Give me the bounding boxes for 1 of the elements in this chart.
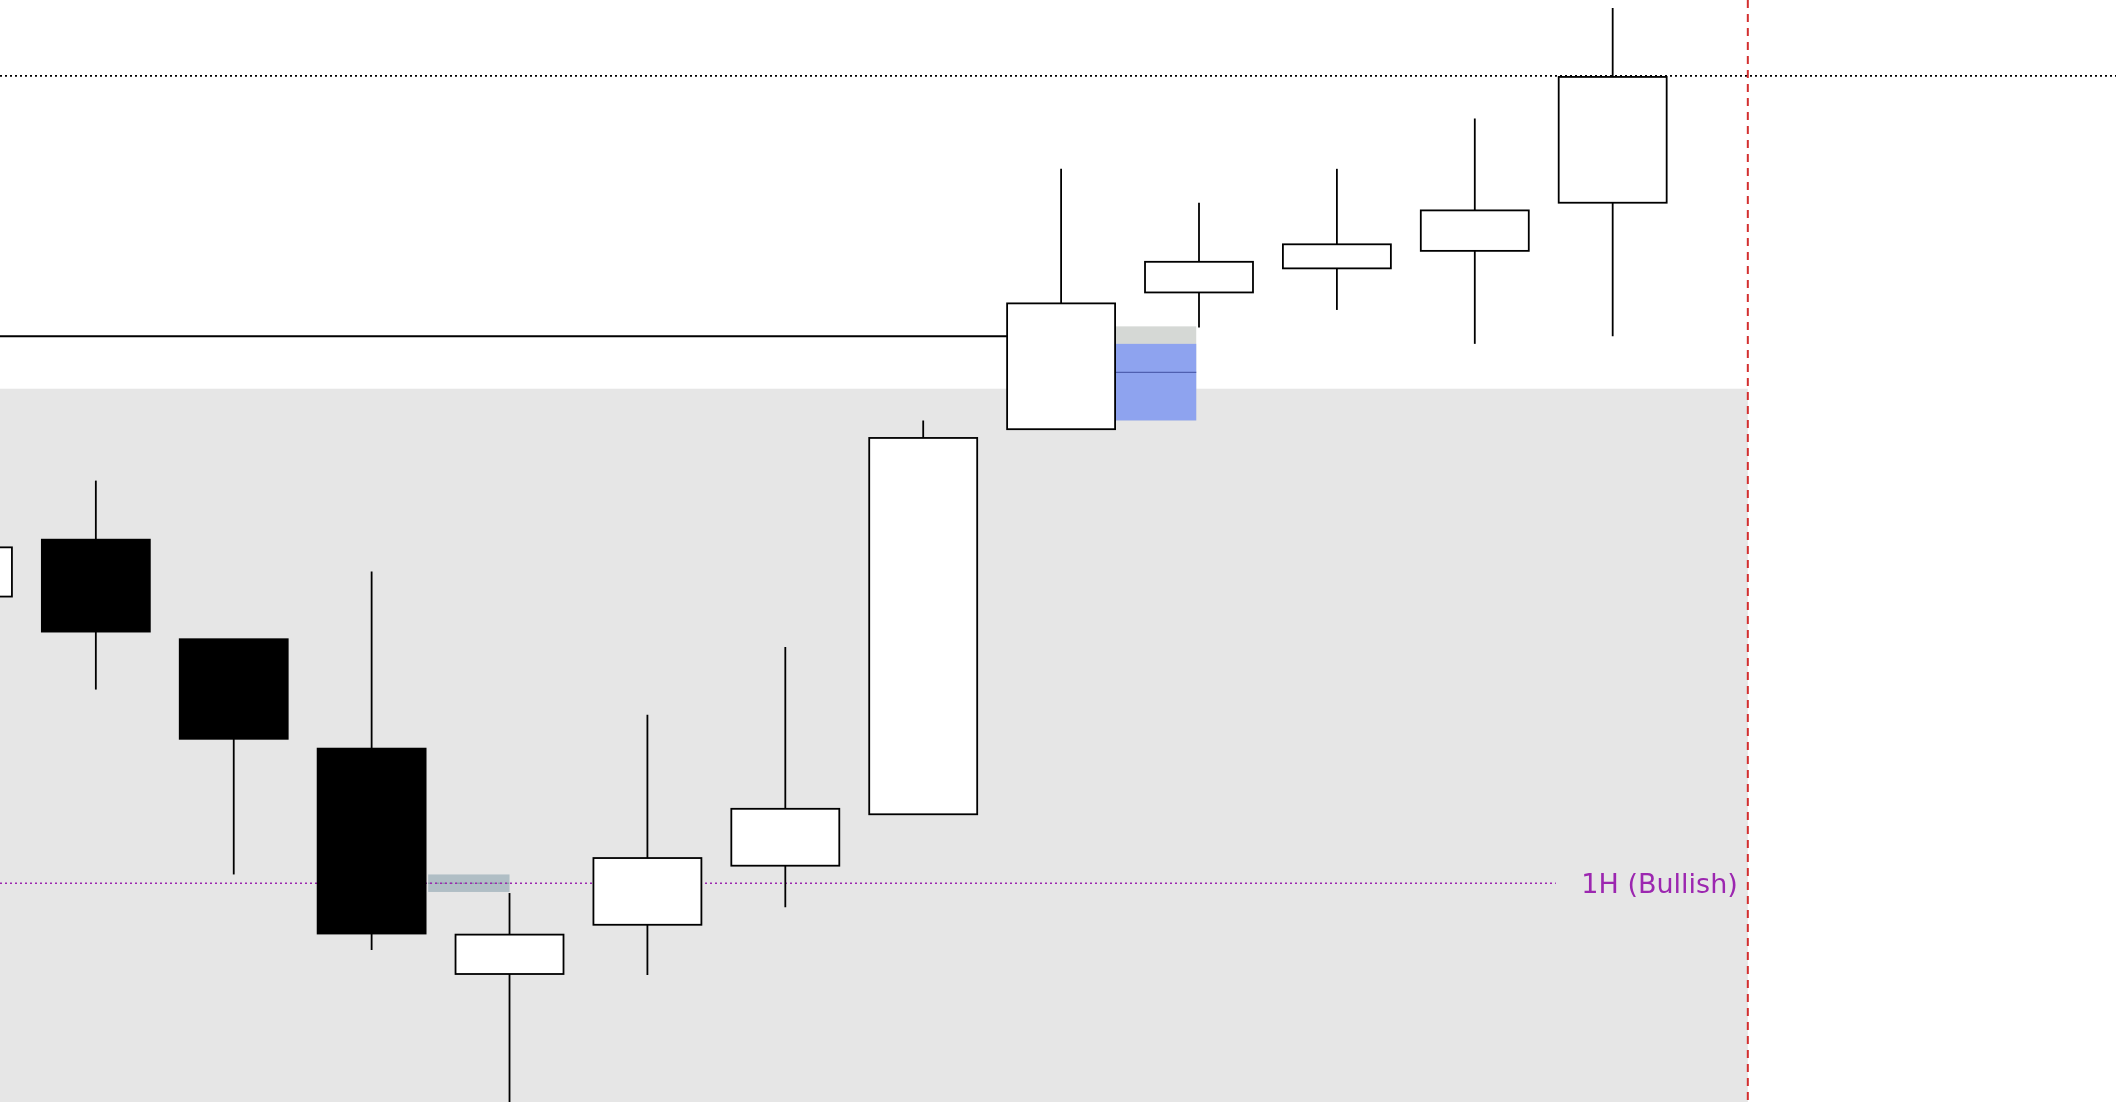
ref-line-label: 1H (Bullish) xyxy=(1581,867,1738,899)
